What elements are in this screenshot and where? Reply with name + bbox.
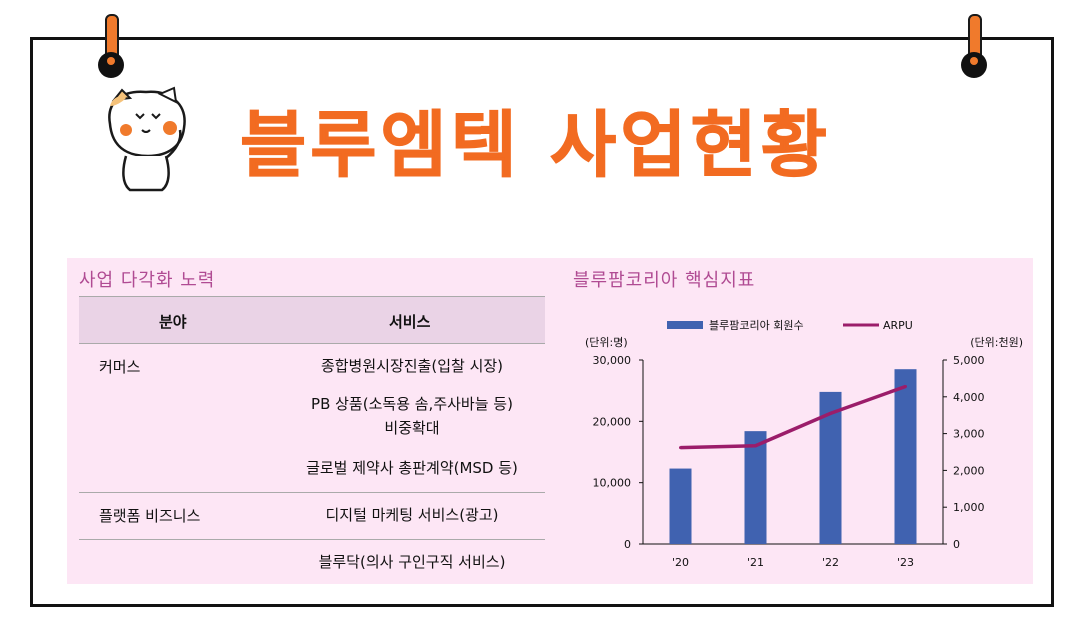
right-tick-label: 2,000	[953, 464, 985, 477]
bar	[744, 431, 767, 544]
right-axis-unit: (단위:천원)	[970, 335, 1023, 349]
arpu-line	[680, 384, 907, 450]
service-item: PB 상품(소독용 솜,주사바늘 등)	[311, 395, 513, 413]
service-item: 블루닥(의사 구인구직 서비스)	[318, 553, 506, 571]
business-table: 분야 서비스 커머스 종합병원시장진출(입찰 시장) PB 상품(소독용 솜,주…	[79, 296, 545, 586]
service-item: 비중확대	[384, 419, 440, 437]
table-header: 분야 서비스	[79, 296, 545, 344]
kpi-section-title: 블루팜코리아 핵심지표	[573, 270, 756, 291]
page-title: 블루엠텍 사업현황	[240, 103, 831, 188]
arpu-point	[829, 411, 832, 415]
right-pin-icon	[961, 14, 988, 80]
table-row: 블루닥(의사 구인구직 서비스)	[79, 540, 545, 586]
row-field-commerce: 커머스	[99, 358, 141, 376]
left-tick-label: 20,000	[593, 415, 632, 428]
header-field: 분야	[159, 313, 187, 331]
x-tick-label: '21	[747, 556, 764, 569]
left-pin-icon	[98, 14, 125, 80]
service-item: 글로벌 제약사 총판계약(MSD 등)	[306, 459, 518, 477]
left-tick-label: 0	[624, 538, 631, 551]
right-tick-label: 1,000	[953, 501, 985, 514]
bar	[669, 468, 692, 544]
cat-mascot-icon	[108, 86, 186, 192]
right-tick-label: 4,000	[953, 391, 985, 404]
header-service: 서비스	[389, 313, 431, 331]
left-tick-label: 10,000	[593, 477, 632, 490]
arpu-point	[679, 446, 682, 450]
legend-line-label: ARPU	[883, 319, 913, 332]
service-item: 디지털 마케팅 서비스(광고)	[325, 506, 499, 524]
bar	[819, 391, 842, 544]
row-field-platform: 플랫폼 비즈니스	[99, 507, 201, 525]
legend-bar-swatch	[667, 321, 703, 329]
arpu-point	[904, 384, 907, 388]
kpi-chart: 블루팜코리아 회원수 ARPU (단위:명) (단위:천원) 0 10,000 20,000…	[585, 319, 1023, 569]
x-tick-label: '23	[897, 556, 914, 569]
bar	[894, 369, 917, 544]
right-tick-label: 5,000	[953, 354, 985, 367]
left-axis-unit: (단위:명)	[585, 336, 628, 349]
table-row: 커머스 종합병원시장진출(입찰 시장) PB 상품(소독용 솜,주사바늘 등) …	[79, 344, 545, 493]
right-tick-label: 3,000	[953, 428, 985, 441]
arpu-point	[754, 444, 757, 448]
table-row: 플랫폼 비즈니스 디지털 마케팅 서비스(광고)	[79, 493, 545, 540]
left-tick-label: 30,000	[593, 354, 632, 367]
x-tick-label: '20	[672, 556, 689, 569]
right-tick-label: 0	[953, 538, 960, 551]
x-tick-label: '22	[822, 556, 839, 569]
legend-bar-label: 블루팜코리아 회원수	[709, 319, 804, 332]
diversification-section-title: 사업 다각화 노력	[79, 270, 216, 291]
service-item: 종합병원시장진출(입찰 시장)	[320, 357, 504, 375]
content-panel: 사업 다각화 노력 블루팜코리아 핵심지표 분야 서비스 커머스 종합병원시장진…	[67, 258, 1033, 584]
